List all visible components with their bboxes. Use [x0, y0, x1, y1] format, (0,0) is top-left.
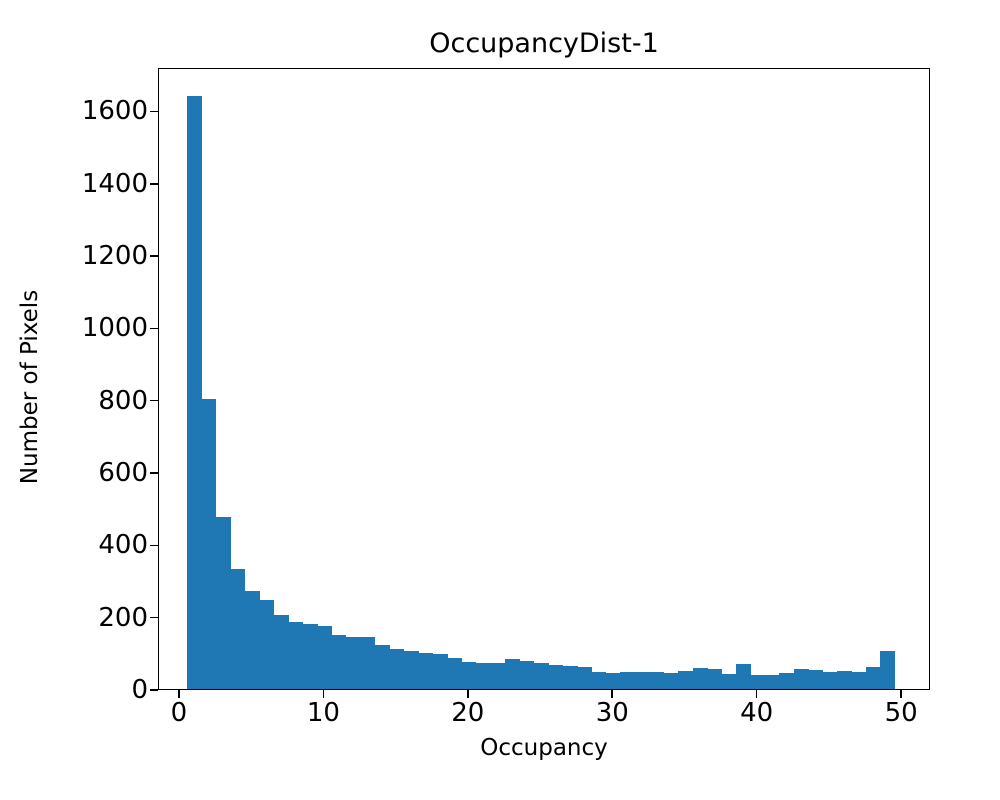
y-axis-tick-mark: [150, 689, 158, 691]
histogram-bar: [389, 648, 405, 689]
y-axis-tick-mark: [150, 616, 158, 619]
x-axis-tick-mark: [467, 690, 469, 698]
y-axis-label: Number of Pixels: [17, 289, 43, 485]
y-axis-tick-label: 0: [131, 675, 148, 705]
histogram-bar: [880, 651, 896, 689]
histogram-bar: [851, 671, 867, 689]
y-axis-tick-label: 1600: [81, 96, 148, 127]
histogram-bar: [447, 658, 462, 689]
histogram-bar: [476, 662, 491, 689]
y-axis-tick-mark: [150, 327, 158, 330]
x-axis-tick-label: 10: [306, 698, 340, 728]
y-axis-tick-label: 1200: [81, 241, 148, 272]
histogram-bar: [692, 668, 708, 689]
x-axis-tick-labels: 0 10 20 30 40 50: [0, 698, 1000, 738]
histogram-bar: [533, 662, 549, 689]
histogram-bar: [562, 665, 578, 689]
histogram-bar: [707, 669, 722, 689]
histogram-bar: [216, 516, 231, 689]
x-axis-tick-label: 30: [595, 698, 629, 728]
y-axis-tick-labels: 0 200 400 600 800 1000 1200 1400 1600: [40, 0, 148, 800]
histogram-bar: [663, 672, 679, 689]
histogram-bar: [620, 671, 636, 689]
histogram-bar: [866, 666, 881, 689]
histogram-bar: [634, 672, 650, 689]
histogram-bar: [750, 674, 766, 689]
histogram-bar: [504, 659, 520, 689]
y-axis-tick-label: 600: [98, 458, 148, 489]
histogram-bar: [577, 666, 592, 689]
y-axis-tick-mark: [150, 544, 158, 547]
plot-axes: [158, 68, 930, 690]
chart-title: OccupancyDist-1: [429, 28, 659, 59]
histogram-bar: [418, 653, 434, 689]
histogram-bar: [201, 398, 217, 689]
histogram-bar: [302, 623, 318, 689]
x-axis-tick-label: 20: [451, 698, 485, 728]
histogram-bar: [721, 674, 737, 689]
y-axis-tick-mark: [150, 472, 158, 474]
histogram-bar: [793, 669, 809, 689]
histogram-bar: [808, 670, 824, 689]
histogram-bar: [317, 626, 332, 689]
y-axis-tick-mark: [150, 110, 158, 113]
y-axis-tick-label: 800: [98, 385, 148, 416]
histogram-bar: [837, 670, 852, 689]
y-axis-tick-mark: [150, 399, 158, 402]
y-axis-tick-label: 200: [98, 602, 148, 633]
histogram-bar: [461, 662, 477, 689]
x-axis-tick-mark: [178, 690, 180, 698]
x-axis-tick-label: 40: [740, 698, 774, 728]
histogram-bar: [374, 644, 390, 689]
x-axis-label: Occupancy: [480, 735, 608, 761]
histogram-bar: [649, 672, 665, 689]
y-axis-tick-mark: [150, 182, 158, 185]
histogram-bar: [822, 672, 838, 689]
histogram-bar: [259, 600, 275, 689]
histogram-bar: [360, 636, 376, 689]
y-axis-tick-label: 1000: [81, 313, 148, 344]
histogram-bar: [273, 614, 289, 689]
x-axis-tick-label: 0: [170, 698, 188, 728]
x-axis-tick-mark: [755, 690, 758, 698]
histogram-bar: [764, 675, 780, 689]
x-axis-tick-mark: [611, 690, 614, 698]
histogram-bar: [288, 621, 304, 689]
x-axis-tick-mark: [322, 690, 325, 698]
x-axis-tick-mark: [900, 690, 902, 698]
histogram-bar: [736, 664, 751, 689]
histogram-bar: [591, 671, 607, 689]
histogram-bar: [187, 95, 202, 689]
histogram-bar: [548, 664, 564, 689]
histogram-bar: [490, 662, 506, 689]
x-axis-tick-label: 50: [884, 698, 918, 728]
histogram-bars: [159, 69, 929, 689]
y-axis-tick-label: 400: [98, 530, 148, 561]
histogram-bar: [230, 568, 246, 689]
histogram-bar: [606, 672, 621, 689]
y-axis-tick-label: 1400: [81, 168, 148, 199]
histogram-bar: [432, 653, 448, 689]
y-axis-tick-mark: [150, 255, 158, 257]
histogram-bar: [244, 590, 260, 689]
histogram-bar: [678, 671, 694, 689]
histogram-bar: [519, 660, 535, 689]
histogram-bar: [779, 672, 795, 689]
histogram-bar: [403, 651, 419, 689]
histogram-bar: [331, 634, 347, 689]
histogram-bar: [346, 637, 361, 689]
